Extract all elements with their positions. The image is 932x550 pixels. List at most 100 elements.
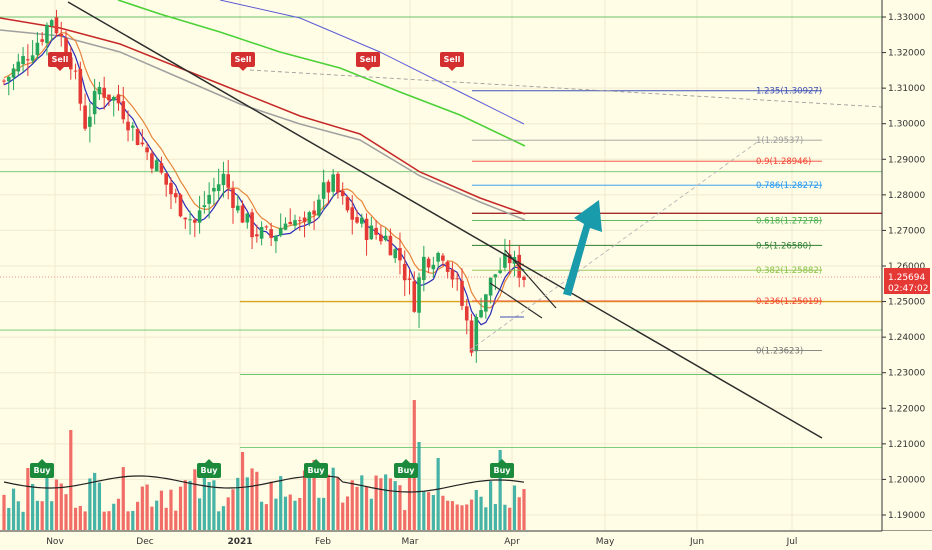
price-tick-label: 1.29000 xyxy=(888,155,925,165)
price-axis: 1.33000 1.32000 1.31000 1.30000 1.29000 1.280… xyxy=(881,0,932,550)
candle-body xyxy=(274,235,278,242)
candle-body xyxy=(216,184,221,191)
time-tick-label: Nov xyxy=(46,537,64,547)
candle-body xyxy=(59,33,64,37)
candle-body xyxy=(88,116,92,127)
time-tick-label: Feb xyxy=(315,537,331,547)
candle-body xyxy=(488,277,493,296)
candle-body xyxy=(231,188,235,208)
volume-bar xyxy=(369,498,373,530)
volume-bar xyxy=(150,506,154,530)
volume-bar xyxy=(202,472,206,530)
volume-bar xyxy=(331,467,335,530)
volume-bar xyxy=(169,489,173,530)
volume-bar xyxy=(116,498,121,530)
volume-bar xyxy=(97,482,102,530)
volume-bar xyxy=(21,511,25,530)
volume-bar xyxy=(403,510,407,530)
volume-bar xyxy=(83,511,87,530)
volume-bars xyxy=(2,400,526,530)
candle-body xyxy=(6,76,11,82)
candle-body xyxy=(269,229,273,238)
candle-body xyxy=(49,20,54,26)
candle-body xyxy=(369,225,374,240)
channel-upper-line xyxy=(504,249,557,309)
volume-bar xyxy=(212,480,216,530)
fib-level-label: 1(1.29537) xyxy=(756,136,803,146)
buy-signal-label: Buy xyxy=(33,466,51,475)
volume-bar xyxy=(121,467,125,530)
volume-bar xyxy=(73,507,78,530)
volume-bar xyxy=(193,469,197,530)
ma-200-line xyxy=(117,0,526,147)
volume-bar xyxy=(264,504,268,530)
candle-body xyxy=(107,94,111,101)
fib-level-label: 0.382(1.25882) xyxy=(756,266,822,276)
horizontal-levels xyxy=(0,16,882,448)
volume-bar xyxy=(522,489,526,530)
volume-bar xyxy=(2,494,6,530)
ma-50-line xyxy=(0,29,526,221)
candle-body xyxy=(422,256,426,280)
volume-bar xyxy=(474,490,478,530)
candle-body xyxy=(126,121,130,131)
candle-body xyxy=(197,210,202,223)
candle-body xyxy=(83,105,87,129)
volume-bar xyxy=(436,458,440,530)
volume-bar xyxy=(45,469,49,530)
candle-body xyxy=(398,248,402,261)
ma-100-line xyxy=(0,17,526,215)
volume-bar xyxy=(40,501,44,530)
sell-pointer-icon xyxy=(56,67,64,71)
buy-signal-label: Buy xyxy=(397,466,415,475)
time-tick-label: Jul xyxy=(786,537,798,547)
signal-labels: Sell Sell Sell Sell Buy Buy Buy Buy Buy xyxy=(30,52,514,478)
price-tick-label: 1.32000 xyxy=(888,49,925,59)
volume-bar xyxy=(298,497,302,530)
time-axis: Nov Dec 2021 Feb Mar Apr May Jun Jul xyxy=(0,530,932,550)
sell-signal-label: Sell xyxy=(235,55,252,64)
volume-bar xyxy=(517,497,521,530)
sell-signal-badge xyxy=(356,52,380,67)
volume-bar xyxy=(450,501,455,530)
candle-body xyxy=(374,227,378,235)
candle-body xyxy=(164,173,169,185)
moving-averages xyxy=(0,0,526,326)
sell-signal-label: Sell xyxy=(360,55,377,64)
sell-pointer-icon xyxy=(448,67,456,71)
time-tick-label: Apr xyxy=(504,537,520,547)
volume-bar xyxy=(88,478,92,530)
candle-body xyxy=(503,253,507,268)
volume-average-line xyxy=(3,475,525,493)
sell-signal-label: Sell xyxy=(444,55,461,64)
price-tick-label: 1.25000 xyxy=(888,298,925,308)
price-tick-label: 1.22000 xyxy=(888,404,925,414)
candle-body xyxy=(355,217,359,223)
volume-bar xyxy=(245,477,249,530)
volume-bar xyxy=(78,505,82,530)
volume-bar xyxy=(317,497,321,530)
volume-bar xyxy=(417,442,421,530)
candle-body xyxy=(11,68,16,78)
candle-body xyxy=(97,86,102,95)
candle-body xyxy=(331,174,335,192)
candle-body xyxy=(121,101,126,120)
candle-body xyxy=(450,269,455,280)
fib-diagonal-dashed xyxy=(469,139,761,351)
candle-body xyxy=(297,220,302,222)
volume-bar xyxy=(493,504,497,530)
volume-bar xyxy=(140,486,144,530)
candle-body xyxy=(140,142,145,145)
volume-bar xyxy=(455,504,459,530)
candle-body xyxy=(441,255,445,261)
volume-bar xyxy=(279,476,283,530)
candle-body xyxy=(116,94,121,104)
fib-level-label: 0.618(1.27278) xyxy=(756,217,822,227)
volume-bar xyxy=(398,485,402,530)
fib-level-label: 0(1.23623) xyxy=(756,347,803,357)
volume-bar xyxy=(479,496,483,530)
time-tick-label: 2021 xyxy=(227,537,252,547)
volume-bar xyxy=(207,482,211,530)
volume-bar xyxy=(93,472,97,530)
volume-bar xyxy=(240,452,245,530)
